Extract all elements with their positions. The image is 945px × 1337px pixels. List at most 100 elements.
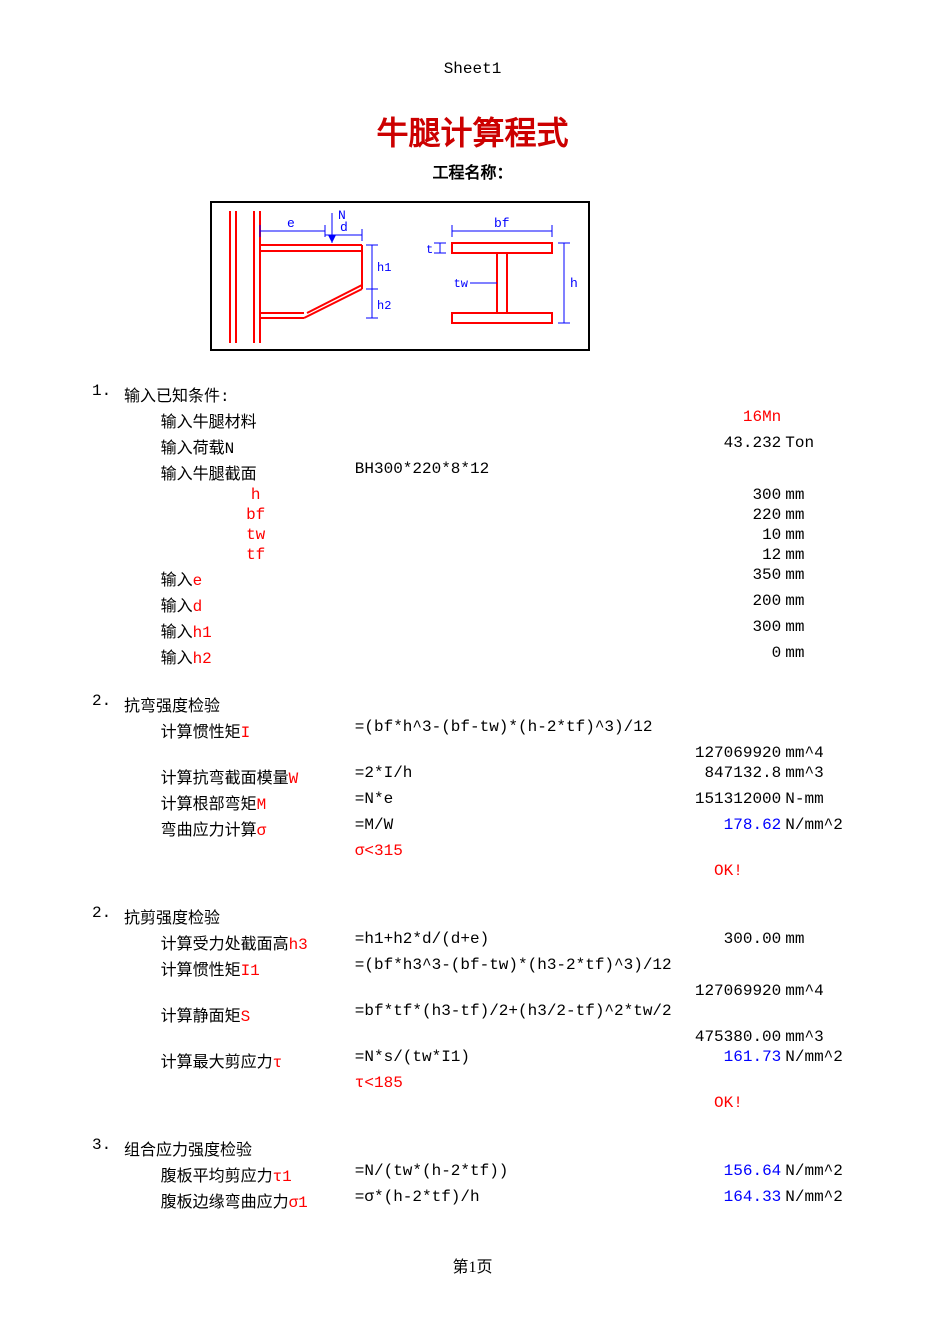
row-label: 输入h2: [159, 643, 353, 669]
row-value: 0: [674, 643, 784, 669]
diagram-label-d: d: [340, 220, 348, 235]
section-number: 1.: [90, 381, 122, 407]
row-label: 弯曲应力计算σ: [159, 815, 353, 841]
row-label: 计算抗弯截面模量W: [159, 763, 353, 789]
row-label: 计算最大剪应力τ: [159, 1047, 353, 1073]
row-value: 127069920: [674, 981, 784, 1001]
row-unit: N-mm: [783, 789, 855, 815]
row-unit: N/mm^2: [783, 1047, 855, 1073]
row-value: 350: [674, 565, 784, 591]
row-value: [674, 1001, 784, 1027]
row-value: 161.73: [674, 1047, 784, 1073]
row-value: [674, 1073, 784, 1093]
row-unit: N/mm^2: [783, 1187, 855, 1213]
row-value: 475380.00: [674, 1027, 784, 1047]
row-formula: =(bf*h^3-(bf-tw)*(h-2*tf)^3)/12: [353, 717, 674, 743]
row-value: 300: [674, 617, 784, 643]
row-unit: mm: [783, 485, 855, 505]
row-label: [159, 1073, 353, 1093]
row-label: 计算惯性矩I1: [159, 955, 353, 981]
sheet-label: Sheet1: [90, 60, 855, 78]
row-unit: mm: [783, 929, 855, 955]
row-label: 输入荷载N: [159, 433, 353, 459]
row-formula: =N/(tw*(h-2*tf)): [353, 1161, 674, 1187]
row-formula: =bf*tf*(h3-tf)/2+(h3/2-tf)^2*tw/2: [353, 1001, 674, 1027]
row-label: [159, 981, 353, 1001]
row-unit: mm^4: [783, 743, 855, 763]
diagram-label-e: e: [287, 216, 295, 231]
row-formula: [353, 1027, 674, 1047]
section-heading: 抗剪强度检验: [122, 903, 855, 929]
row-value: [674, 841, 784, 861]
row-unit: mm^3: [783, 1027, 855, 1047]
section-number: 2.: [90, 691, 122, 717]
row-value: 200: [674, 591, 784, 617]
row-label: [159, 1093, 353, 1113]
row-value: 127069920: [674, 743, 784, 763]
row-value: 300.00: [674, 929, 784, 955]
row-value: [674, 955, 784, 981]
row-formula: =M/W: [353, 815, 674, 841]
diagram-label-bf: bf: [494, 216, 510, 231]
row-formula: =(bf*h3^3-(bf-tw)*(h3-2*tf)^3)/12: [353, 955, 674, 981]
row-unit: N/mm^2: [783, 1161, 855, 1187]
page-subtitle: 工程名称：: [90, 159, 855, 183]
row-value: 178.62: [674, 815, 784, 841]
row-label: tw: [159, 525, 353, 545]
row-unit: mm^4: [783, 981, 855, 1001]
row-value: OK!: [674, 1093, 784, 1113]
row-formula: τ<185: [353, 1073, 674, 1093]
diagram-label-h: h: [570, 276, 578, 291]
row-value: 43.232: [674, 433, 784, 459]
row-label: [159, 1027, 353, 1047]
row-formula: [353, 861, 674, 881]
row-formula: [353, 643, 674, 669]
row-value: 220: [674, 505, 784, 525]
row-label: 输入牛腿材料: [159, 407, 353, 433]
row-label: 计算静面矩S: [159, 1001, 353, 1027]
row-value: 151312000: [674, 789, 784, 815]
section-heading: 抗弯强度检验: [122, 691, 855, 717]
row-label: 输入e: [159, 565, 353, 591]
row-formula: BH300*220*8*12: [353, 459, 674, 485]
row-formula: =h1+h2*d/(d+e): [353, 929, 674, 955]
diagram-label-h2: h2: [377, 299, 391, 313]
row-formula: =N*e: [353, 789, 674, 815]
row-label: 输入h1: [159, 617, 353, 643]
row-unit: Ton: [783, 433, 855, 459]
row-value: [674, 717, 784, 743]
row-label: bf: [159, 505, 353, 525]
row-unit: [783, 1001, 855, 1027]
row-formula: [353, 591, 674, 617]
row-label: 计算受力处截面高h3: [159, 929, 353, 955]
row-unit: [783, 955, 855, 981]
row-label: 腹板平均剪应力τ1: [159, 1161, 353, 1187]
row-formula: [353, 565, 674, 591]
page-footer: 第1页: [90, 1253, 855, 1277]
row-unit: [783, 459, 855, 485]
row-formula: [353, 505, 674, 525]
section-heading: 输入已知条件:: [122, 381, 855, 407]
row-formula: =N*s/(tw*I1): [353, 1047, 674, 1073]
row-value: 16Mn: [674, 407, 784, 433]
row-label: 计算惯性矩I: [159, 717, 353, 743]
row-value: 156.64: [674, 1161, 784, 1187]
diagram-label-tw: tw: [454, 277, 469, 291]
row-value: 164.33: [674, 1187, 784, 1213]
row-value: 12: [674, 545, 784, 565]
row-value: 10: [674, 525, 784, 545]
row-unit: [783, 407, 855, 433]
row-formula: =σ*(h-2*tf)/h: [353, 1187, 674, 1213]
row-value: 847132.8: [674, 763, 784, 789]
calculation-table: 1. 输入已知条件: 输入牛腿材料 16Mn 输入荷载N 43.232 Ton …: [90, 381, 855, 1213]
row-formula: =2*I/h: [353, 763, 674, 789]
row-value: 300: [674, 485, 784, 505]
row-formula: σ<315: [353, 841, 674, 861]
page-title: 牛腿计算程式: [90, 108, 855, 154]
row-formula: [353, 1093, 674, 1113]
row-unit: mm: [783, 643, 855, 669]
row-unit: mm^3: [783, 763, 855, 789]
row-unit: mm: [783, 591, 855, 617]
row-formula: [353, 981, 674, 1001]
row-label: 腹板边缘弯曲应力σ1: [159, 1187, 353, 1213]
